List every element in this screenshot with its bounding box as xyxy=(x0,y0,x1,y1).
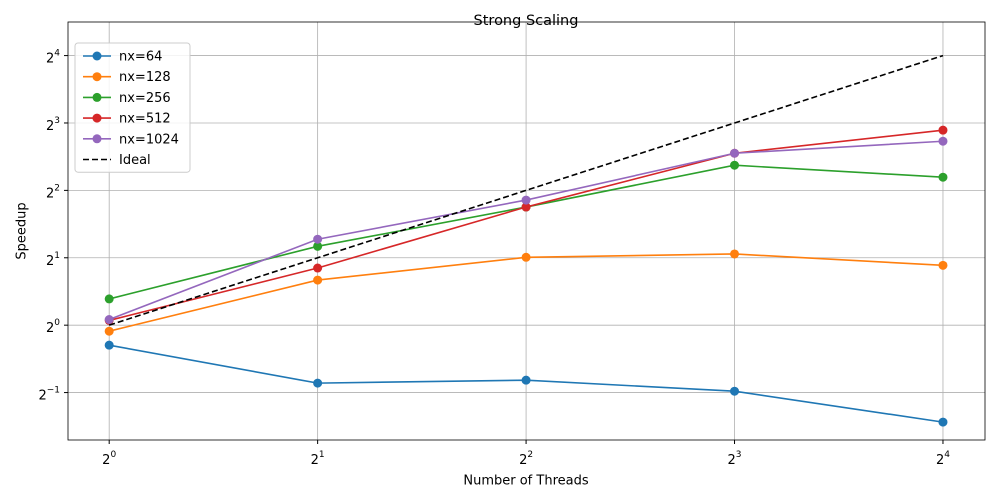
legend-label: nx=128 xyxy=(119,70,171,85)
legend-marker xyxy=(92,134,102,144)
legend-label: nx=64 xyxy=(119,50,162,65)
y-tick-label: 23 xyxy=(46,115,60,133)
data-point xyxy=(938,260,948,270)
y-tick-label: 22 xyxy=(46,183,60,201)
legend-marker xyxy=(92,51,102,61)
x-tick-label: 22 xyxy=(519,450,533,468)
data-point xyxy=(938,172,948,182)
data-point xyxy=(104,340,114,350)
chart-title: Strong Scaling xyxy=(474,13,579,29)
legend-box xyxy=(74,42,191,173)
series-line xyxy=(108,54,944,326)
data-point xyxy=(730,386,740,396)
data-point xyxy=(521,202,531,212)
data-point xyxy=(313,378,323,388)
legend-label: nx=256 xyxy=(119,91,171,106)
data-point xyxy=(938,125,948,135)
y-tick-label: 21 xyxy=(46,250,60,268)
data-point xyxy=(521,252,531,262)
legend-label: Ideal xyxy=(119,153,151,168)
data-point xyxy=(938,417,948,427)
y-tick-label: 2−1 xyxy=(38,385,60,403)
data-point xyxy=(730,249,740,259)
legend-marker xyxy=(92,92,102,102)
y-axis-label: Speedup xyxy=(15,202,30,259)
y-tick-label: 20 xyxy=(46,318,60,336)
data-point xyxy=(313,263,323,273)
y-tick-label: 24 xyxy=(46,48,60,66)
legend-marker xyxy=(92,72,102,82)
plot-frame xyxy=(67,21,986,441)
data-point xyxy=(104,315,114,325)
data-point xyxy=(938,136,948,146)
x-tick-label: 20 xyxy=(102,450,116,468)
x-tick-label: 24 xyxy=(936,450,950,468)
data-point xyxy=(521,375,531,385)
data-point xyxy=(104,294,114,304)
data-point xyxy=(104,326,114,336)
data-point xyxy=(313,241,323,251)
legend-marker xyxy=(92,113,102,123)
data-point xyxy=(313,234,323,244)
data-point xyxy=(730,160,740,170)
data-point xyxy=(730,148,740,158)
x-tick-label: 23 xyxy=(728,450,742,468)
legend-label: nx=1024 xyxy=(119,132,179,147)
legend-label: nx=512 xyxy=(119,112,171,127)
x-tick-label: 21 xyxy=(311,450,325,468)
data-point xyxy=(521,195,531,205)
data-point xyxy=(313,275,323,285)
x-axis-label: Number of Threads xyxy=(463,474,588,489)
